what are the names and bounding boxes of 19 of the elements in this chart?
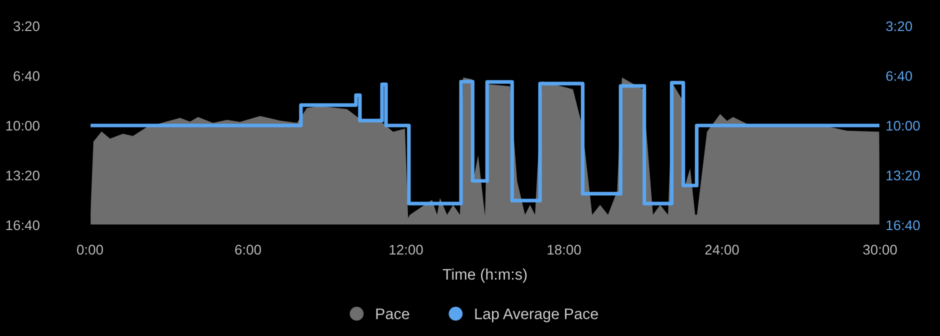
y-tick-label: 13:20 <box>6 170 40 180</box>
x-tick-label: 30:00 <box>863 244 897 255</box>
x-tick-label: 0:00 <box>77 244 103 255</box>
y-tick-label: 6:40 <box>14 71 40 81</box>
x-tick-label: 12:00 <box>390 244 423 255</box>
legend-label: Pace <box>376 308 410 320</box>
x-tick-label: 18:00 <box>548 244 581 255</box>
y2-tick-label: 16:40 <box>886 220 920 230</box>
y2-tick-label: 6:40 <box>886 71 912 81</box>
x-tick-label: 24:00 <box>705 244 739 255</box>
y2-tick-label: 3:20 <box>886 21 912 32</box>
y-tick-label: 16:40 <box>6 220 40 230</box>
legend-label: Lap Average Pace <box>475 308 598 322</box>
y-tick-label: 10:00 <box>6 120 40 131</box>
y-tick-label: 3:20 <box>14 21 40 32</box>
x-tick-label: 6:00 <box>235 244 261 255</box>
y2-tick-label: 13:20 <box>886 170 920 180</box>
y2-tick-label: 10:00 <box>886 120 920 131</box>
x-axis-title: Time (h:m:s) <box>442 268 527 283</box>
